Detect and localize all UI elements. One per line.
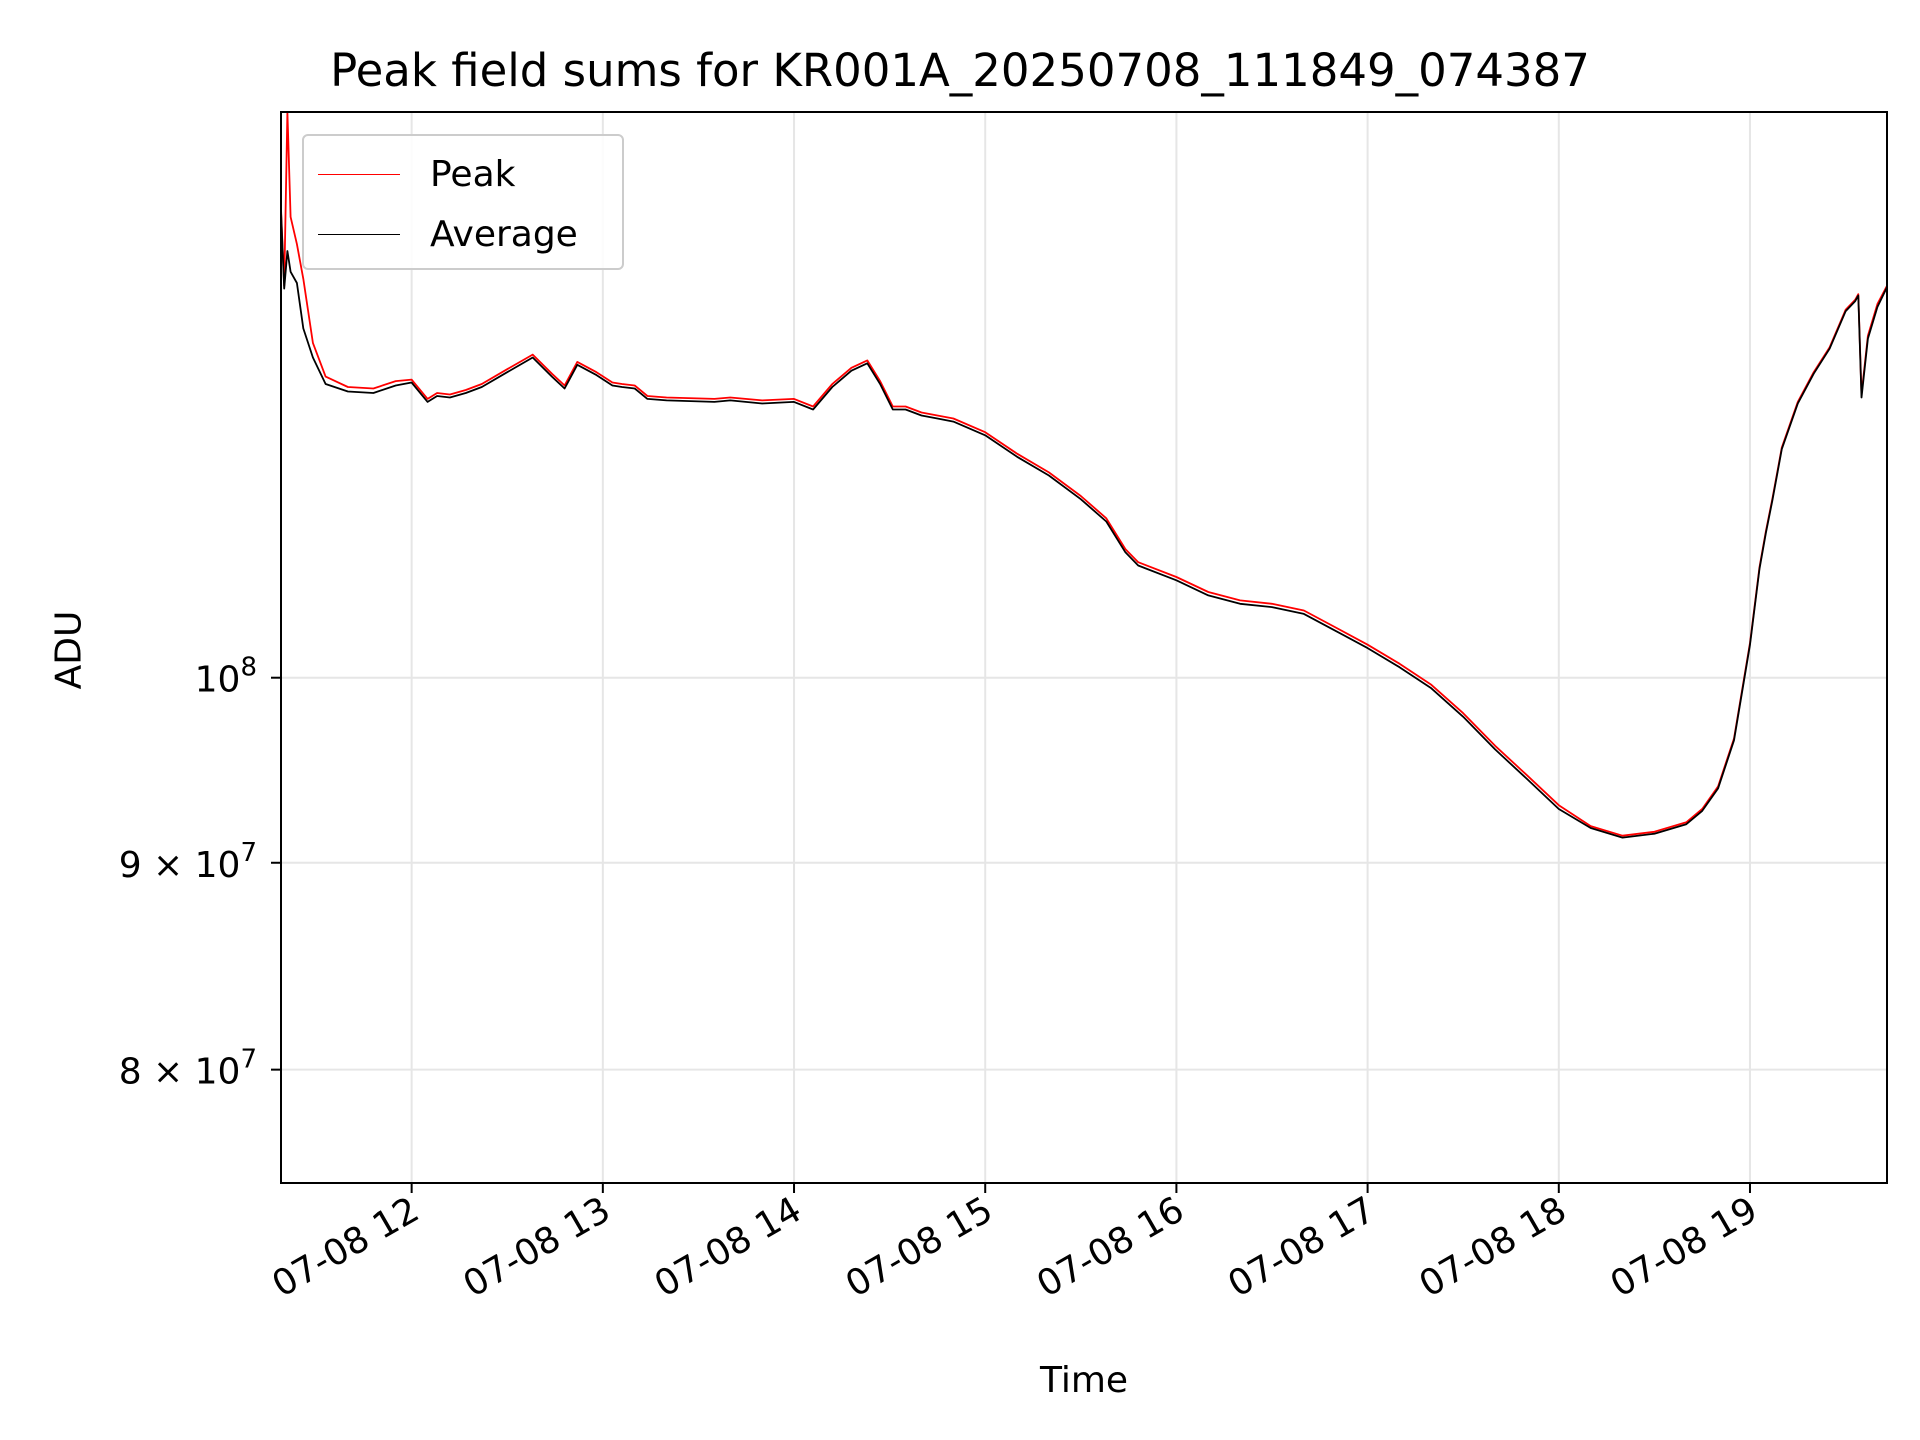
x-axis-label: Time <box>1039 1360 1129 1401</box>
x-tick-label: 07-08 19 <box>1604 1189 1765 1305</box>
y-tick-label: 9 × 107 <box>119 838 257 886</box>
legend-swatch-peak <box>318 173 400 175</box>
legend-swatch-average <box>318 233 400 235</box>
x-axis: 07-08 12 07-08 13 07-08 14 07-08 15 07-08 16… <box>265 1183 1764 1306</box>
x-tick-label: 07-08 17 <box>1221 1189 1382 1305</box>
grid-lines <box>281 112 1887 1183</box>
series-line-average <box>280 211 1888 839</box>
series-lines <box>280 111 1888 839</box>
x-tick-label: 07-08 12 <box>265 1189 426 1305</box>
x-tick-label: 07-08 15 <box>839 1189 1000 1305</box>
x-tick-label: 07-08 18 <box>1413 1189 1574 1305</box>
plot-frame <box>280 111 1888 1184</box>
legend: Peak Average <box>302 134 624 270</box>
legend-label-peak: Peak <box>430 153 516 195</box>
y-tick-label: 8 × 107 <box>119 1045 257 1093</box>
x-tick-label: 07-08 16 <box>1030 1189 1191 1305</box>
y-axis-label: ADU <box>48 610 90 690</box>
legend-item-peak: Peak <box>318 153 516 195</box>
x-tick-label: 07-08 14 <box>648 1189 809 1305</box>
y-tick-label: 108 <box>195 653 257 701</box>
x-tick-label: 07-08 13 <box>457 1189 618 1305</box>
chart-title: Peak field sums for KR001A_20250708_1118… <box>330 44 1590 97</box>
legend-item-average: Average <box>318 213 578 255</box>
legend-label-average: Average <box>430 213 578 255</box>
y-axis: 108 9 × 107 8 × 107 <box>119 653 281 1093</box>
